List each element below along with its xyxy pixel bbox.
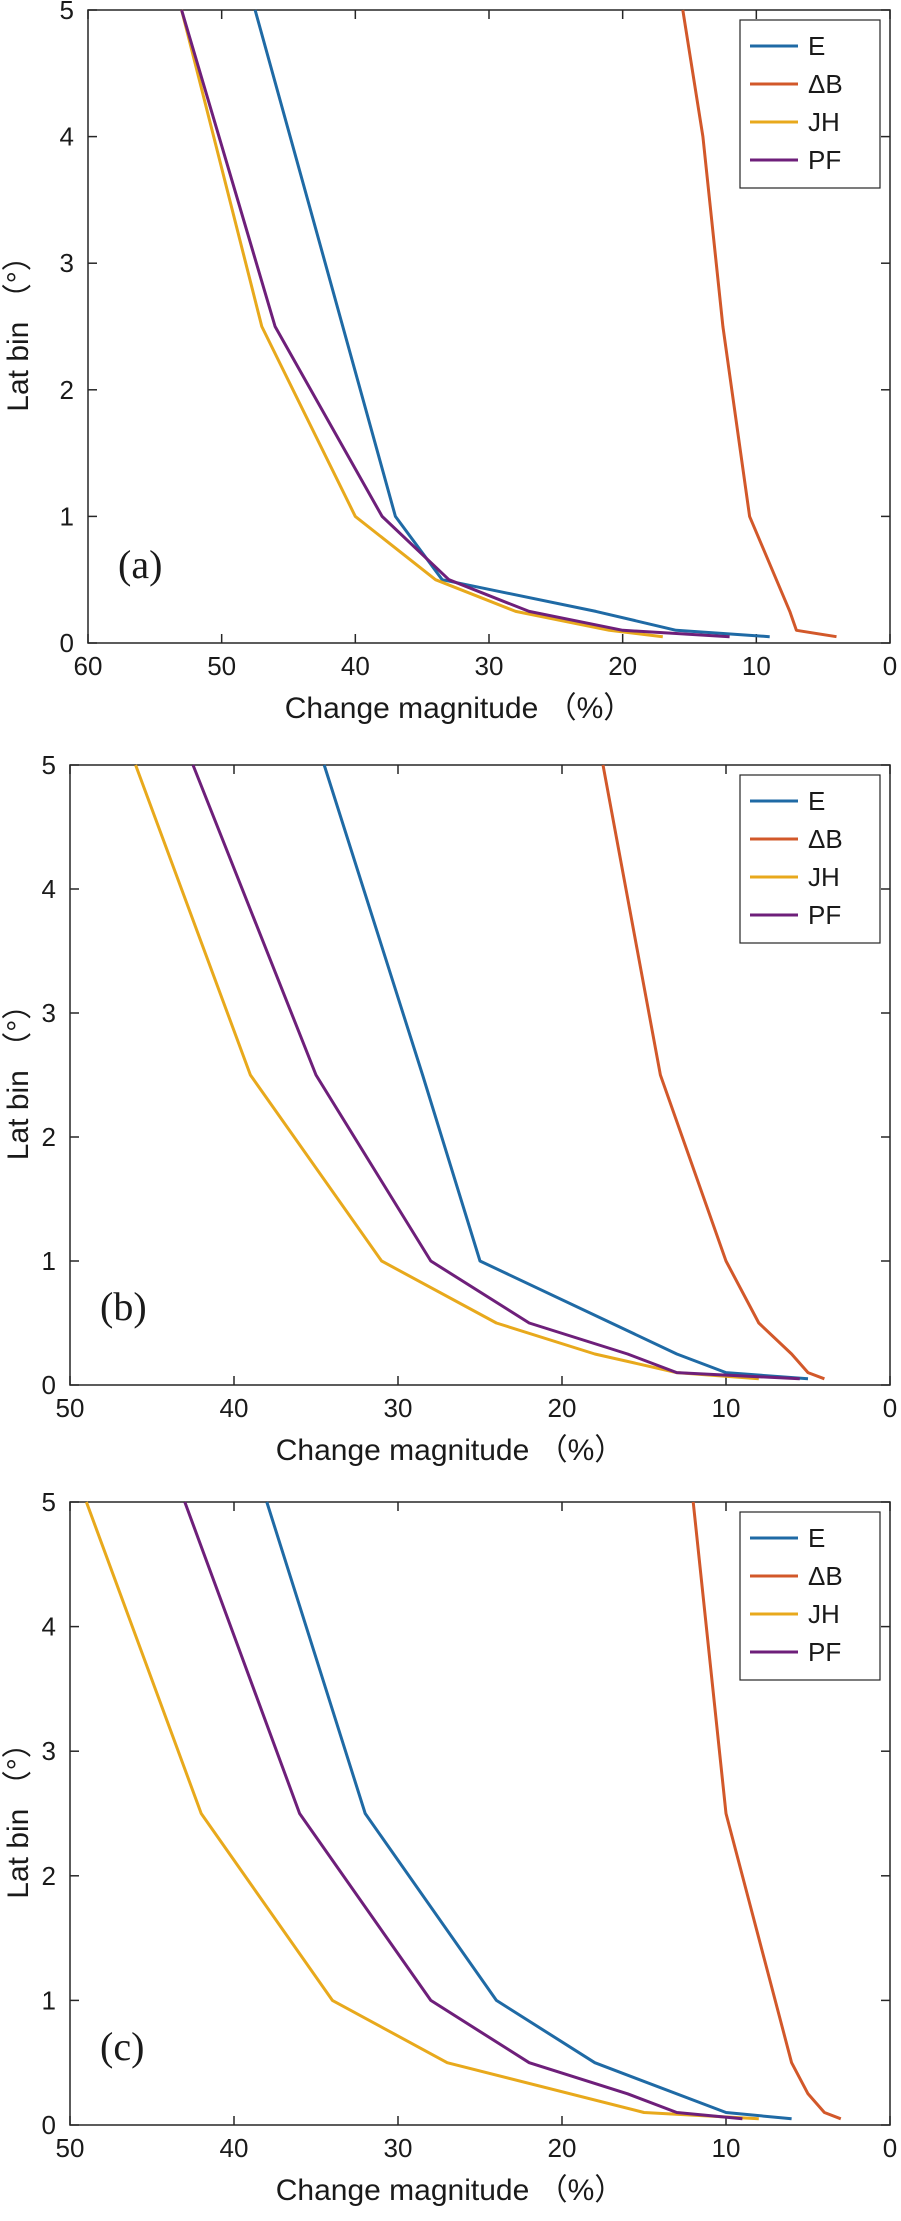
y-tick-label: 0 [60,628,74,658]
x-axis-label: Change magnitude （%） [276,2174,625,2207]
legend-label: ΔB [808,824,843,854]
legend-label: JH [808,107,840,137]
x-tick-label: 0 [883,2133,897,2163]
y-tick-label: 2 [42,1122,56,1152]
panel-label: (a) [118,542,162,587]
x-tick-label: 40 [220,1393,249,1423]
legend-label: PF [808,145,841,175]
chart-panel: 50 40 30 20 10 0 0 1 2 3 4 5 Change magnitude （%） Lat… [2,750,897,1467]
series-line-dB [601,764,825,1381]
x-tick-label: 40 [220,2133,249,2163]
x-tick-label: 30 [384,2133,413,2163]
x-tick-label: 20 [548,2133,577,2163]
series-line-E [265,1501,792,2121]
legend-label: PF [808,1637,841,1667]
x-axis-label: Change magnitude （%） [276,1434,625,1467]
x-tick-label: 40 [341,651,370,681]
legend-label: E [808,1523,825,1553]
chart-panel: 50 40 30 20 10 0 0 1 2 3 4 5 Change magnitude （%） Lat… [2,1487,897,2207]
y-tick-label: 0 [42,1370,56,1400]
legend-box [739,1511,881,1681]
x-axis-label: Change magnitude （%） [285,692,634,725]
y-tick-label: 5 [60,0,74,25]
x-tick-label: 10 [742,651,771,681]
y-axis-label: Lat bin （°） [2,990,35,1160]
legend-label: JH [808,862,840,892]
series-line-PF [183,1501,743,2121]
y-tick-label: 2 [42,1861,56,1891]
x-tick-label: 50 [56,1393,85,1423]
x-tick-label: 50 [207,651,236,681]
series-line-E [253,9,770,639]
legend: E ΔB JH PF [739,19,881,189]
chart-panel: 60 50 40 30 20 10 0 0 1 2 3 4 5 Change magnitude （%） L… [2,0,897,725]
legend-box [739,19,881,189]
y-tick-label: 3 [42,1736,56,1766]
y-tick-label: 5 [42,1487,56,1517]
legend: E ΔB JH PF [739,774,881,944]
y-tick-label: 3 [60,248,74,278]
x-tick-label: 10 [712,1393,741,1423]
y-tick-label: 5 [42,750,56,780]
y-tick-label: 3 [42,998,56,1028]
series-line-JH [180,9,663,639]
legend: E ΔB JH PF [739,1511,881,1681]
y-tick-label: 4 [42,1612,56,1642]
x-tick-label: 0 [883,1393,897,1423]
legend-label: JH [808,1599,840,1629]
series-line-E [322,764,809,1381]
series-line-JH [84,1501,759,2121]
series-line-PF [191,764,800,1381]
y-axis-label: Lat bin （°） [2,1728,35,1898]
panel-label: (c) [100,2024,144,2069]
x-tick-label: 30 [384,1393,413,1423]
legend-label: ΔB [808,1561,843,1591]
y-axis-label: Lat bin （°） [2,241,35,411]
x-tick-label: 20 [608,651,637,681]
y-tick-label: 1 [42,1246,56,1276]
series-line-dB [691,1501,842,2121]
x-tick-label: 50 [56,2133,85,2163]
x-tick-label: 0 [883,651,897,681]
y-tick-label: 4 [60,122,74,152]
series-line-PF [180,9,730,639]
x-tick-label: 10 [712,2133,741,2163]
panel-label: (b) [100,1284,147,1329]
series-line-dB [681,9,837,639]
legend-label: ΔB [808,69,843,99]
y-tick-label: 2 [60,375,74,405]
legend-label: PF [808,900,841,930]
y-tick-label: 0 [42,2110,56,2140]
y-tick-label: 1 [60,501,74,531]
legend-label: E [808,31,825,61]
y-tick-label: 4 [42,874,56,904]
x-tick-label: 60 [74,651,103,681]
x-tick-label: 30 [475,651,504,681]
legend-label: E [808,786,825,816]
x-tick-label: 20 [548,1393,577,1423]
y-tick-label: 1 [42,1985,56,2015]
